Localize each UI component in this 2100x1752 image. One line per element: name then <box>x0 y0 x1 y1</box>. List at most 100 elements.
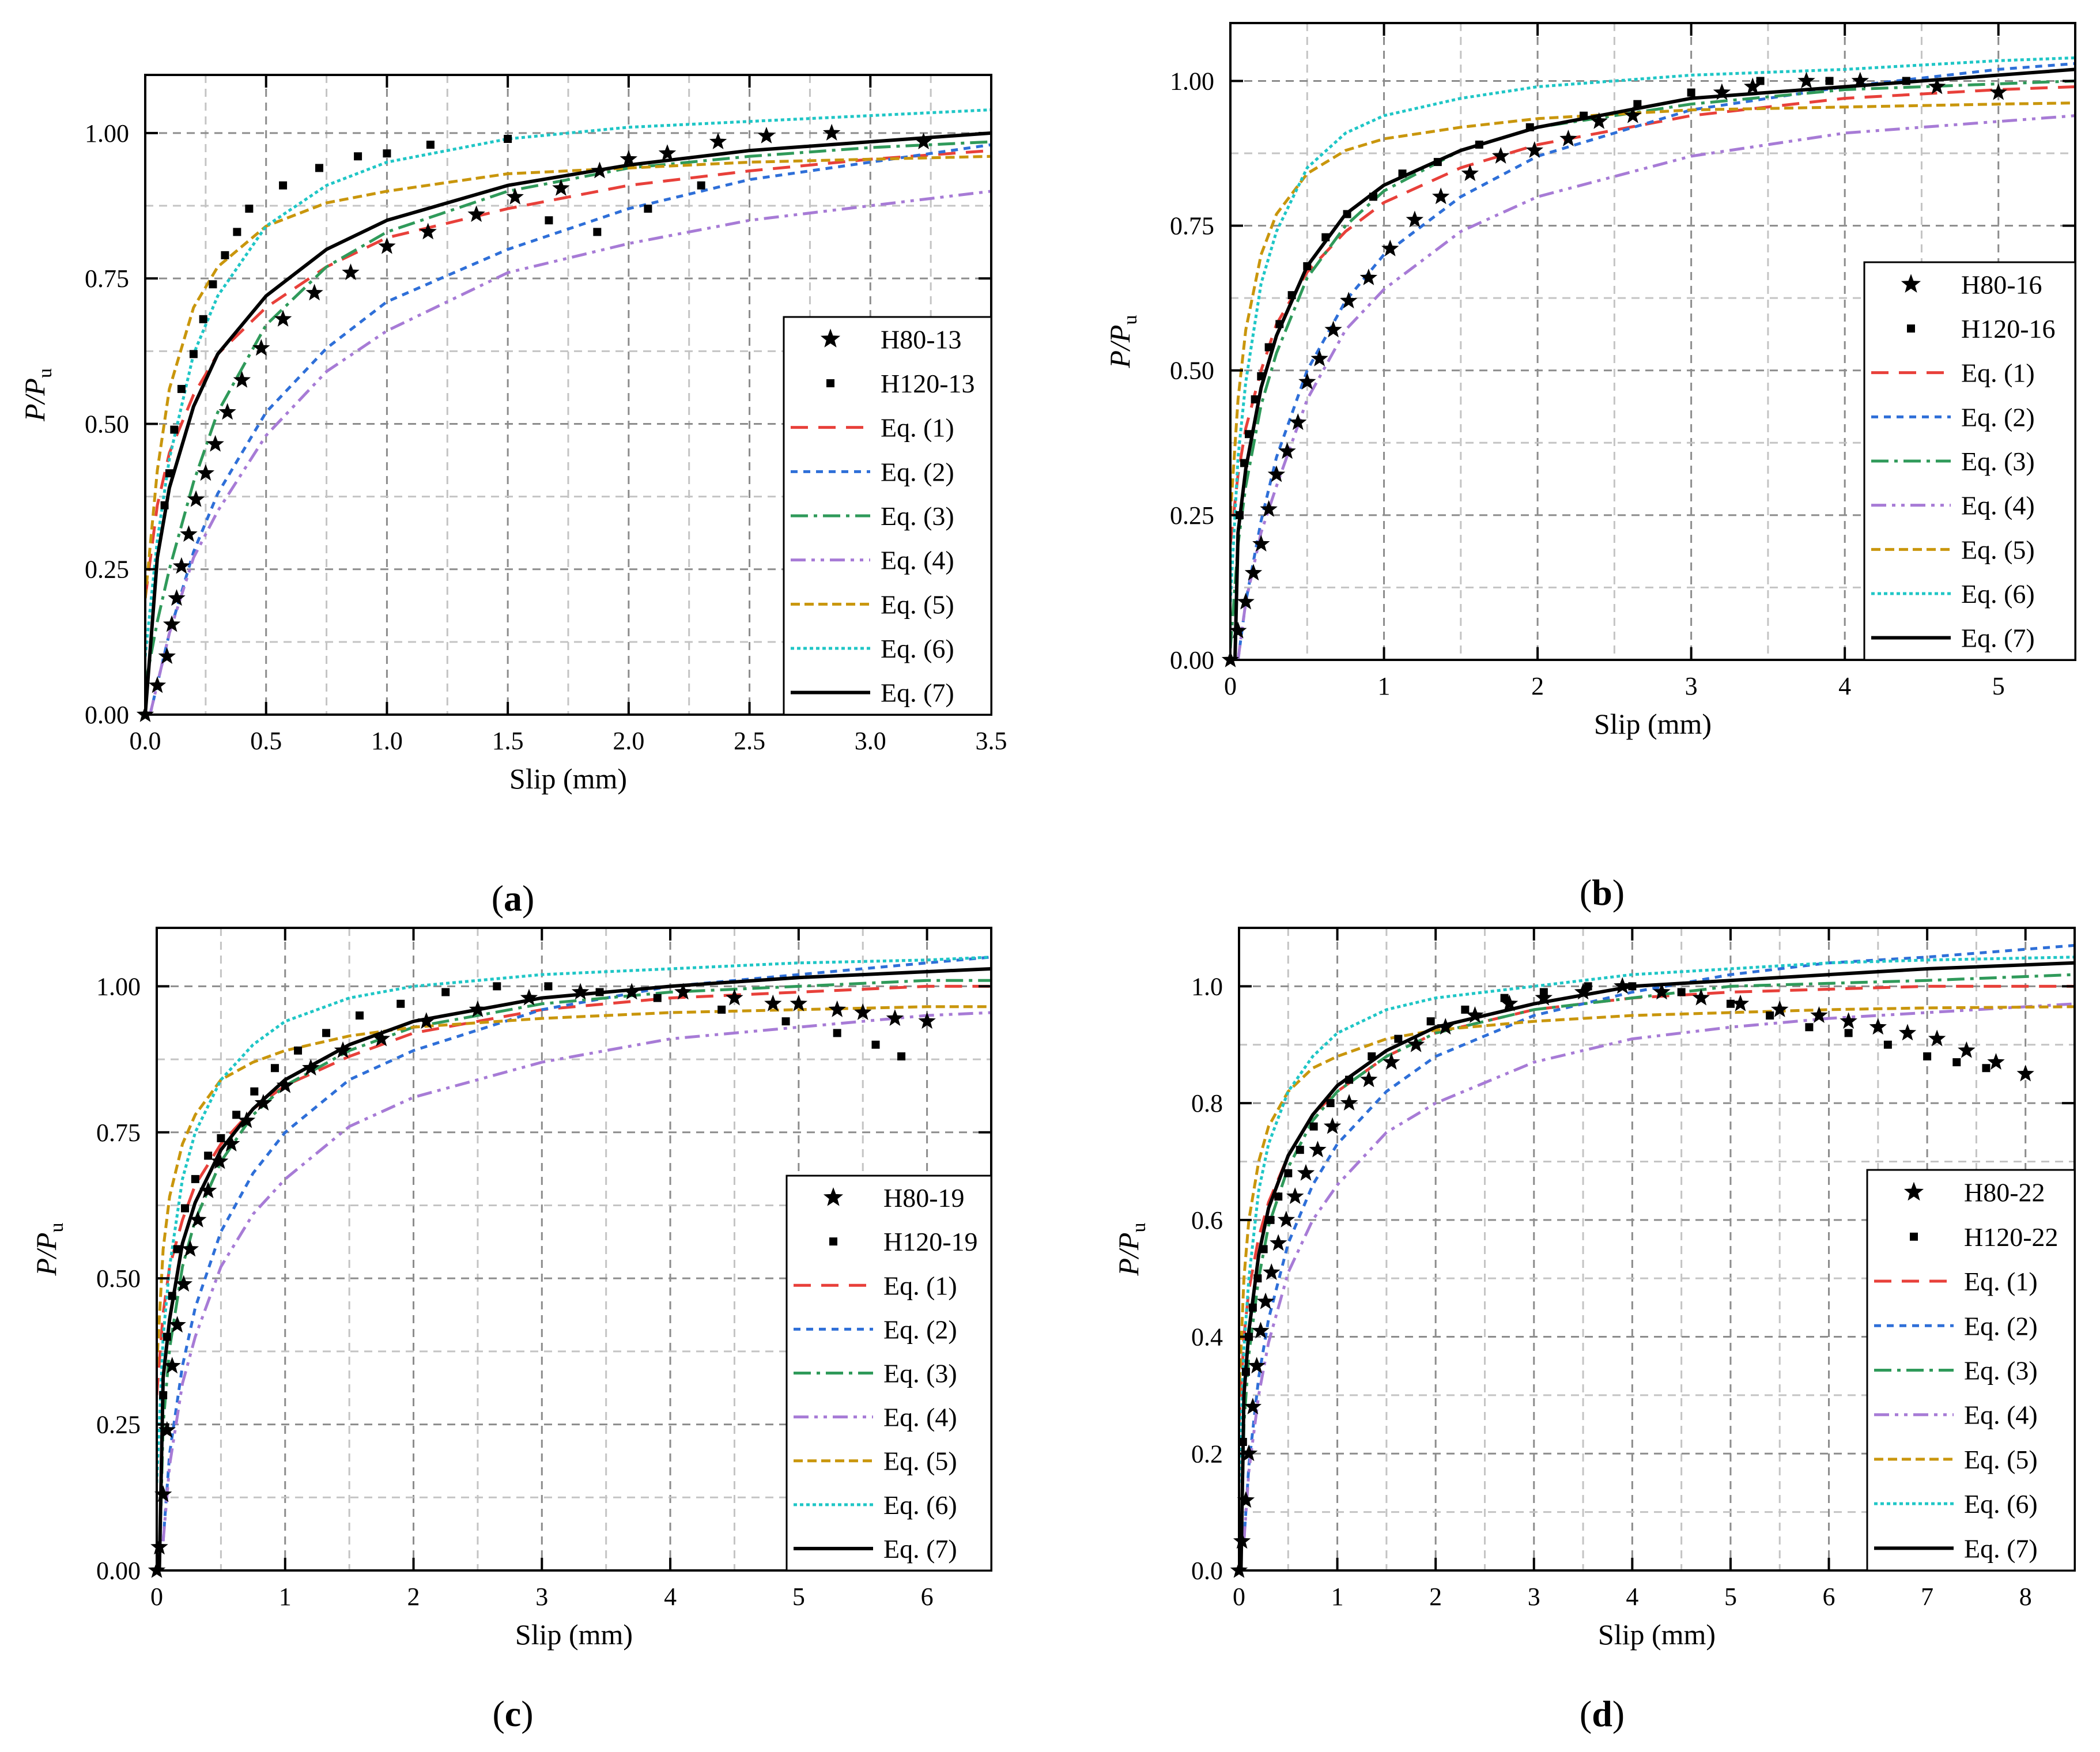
data-point-square <box>1275 320 1284 328</box>
data-point-star <box>1252 1321 1270 1339</box>
data-point-square <box>1475 140 1483 149</box>
data-point-star <box>520 988 538 1006</box>
panel-label-letter: a <box>504 878 522 919</box>
x-tick-label: 4 <box>1838 672 1851 700</box>
data-point-square <box>355 1011 364 1020</box>
data-point-square <box>1321 233 1330 241</box>
data-point-star <box>148 676 167 693</box>
data-point-star <box>1466 1006 1484 1023</box>
legend-label: Eq. (5) <box>1964 1445 2038 1474</box>
panel-label-letter: c <box>505 1693 521 1734</box>
y-tick-label: 0.4 <box>1191 1323 1223 1351</box>
y-axis-title-main: P/P <box>30 1233 62 1277</box>
data-point-star <box>1244 1398 1262 1415</box>
data-point-square <box>1923 1052 1932 1060</box>
legend: H80-13 H120-13 Eq. (1) Eq. (2) Eq. (3) Eq. (4… <box>783 316 992 716</box>
x-tick-label: 4 <box>1626 1583 1638 1611</box>
curve-5 <box>1230 101 2075 516</box>
x-tick-label: 3 <box>1685 672 1698 700</box>
data-point-star <box>1297 1164 1315 1181</box>
data-point-square <box>545 216 553 225</box>
data-point-star <box>1590 112 1608 129</box>
data-point-star <box>419 222 437 240</box>
data-point-square <box>204 1151 213 1160</box>
x-tick-label: 0 <box>1224 672 1237 700</box>
data-point-star <box>1324 320 1342 338</box>
y-axis-title-subscript: u <box>1120 315 1141 325</box>
x-tick-label: 3.5 <box>976 727 1007 755</box>
x-tick-label: 0 <box>150 1583 163 1611</box>
x-tick-label: 2.0 <box>613 727 644 755</box>
data-point-square <box>173 1245 182 1253</box>
data-point-square <box>1525 123 1534 131</box>
data-point-square <box>1241 1368 1250 1376</box>
data-point-star <box>1323 1117 1342 1134</box>
data-point-square <box>1633 100 1642 108</box>
data-point-star <box>163 1357 181 1374</box>
y-tick-label: 0.25 <box>85 556 129 584</box>
data-point-square <box>1687 88 1695 97</box>
panel-label-close: ) <box>522 878 534 919</box>
data-point-star <box>1574 983 1592 1000</box>
data-point-star <box>1928 77 1946 95</box>
legend-label: Eq. (1) <box>1961 358 2035 388</box>
data-point-square <box>1266 1215 1275 1224</box>
legend-label: Eq. (1) <box>883 1271 957 1300</box>
data-point-star <box>1381 239 1399 256</box>
y-tick-label: 0.25 <box>96 1411 141 1439</box>
x-axis-title: Slip (mm) <box>1598 1618 1716 1651</box>
data-point-star <box>158 1421 176 1438</box>
data-point-star <box>1810 1006 1828 1023</box>
data-point-star <box>1229 621 1247 639</box>
x-tick-label: 0.0 <box>130 727 161 755</box>
data-point-star <box>181 1240 199 1257</box>
data-point-star <box>1252 535 1270 552</box>
legend-label: Eq. (2) <box>883 1315 957 1344</box>
data-point-star <box>237 1111 256 1128</box>
data-point-star <box>1771 1000 1789 1017</box>
curve-2 <box>1242 943 2075 1542</box>
data-point-square <box>504 135 512 143</box>
data-point-star <box>1869 1018 1887 1035</box>
legend-label: Eq. (4) <box>1964 1400 2038 1430</box>
y-tick-label: 1.00 <box>96 972 141 1000</box>
panel-label: (a) <box>492 878 535 919</box>
panel-label: (c) <box>492 1693 533 1734</box>
data-point-star <box>378 237 396 254</box>
data-point-star <box>1491 147 1510 164</box>
curve-4 <box>148 190 991 715</box>
data-point-star <box>1928 1029 1946 1047</box>
x-tick-label: 1 <box>1331 1583 1344 1611</box>
data-point-square <box>593 228 602 236</box>
data-point-square <box>1394 1034 1403 1043</box>
data-point-star <box>276 1076 294 1093</box>
legend-label: Eq. (2) <box>1964 1311 2038 1341</box>
y-tick-label: 0.8 <box>1191 1089 1223 1117</box>
data-point-square <box>221 251 229 259</box>
x-axis-title: Slip (mm) <box>509 762 627 795</box>
data-point-star <box>918 1012 936 1029</box>
data-point-star <box>823 123 841 141</box>
data-point-star <box>1340 292 1358 309</box>
data-point-star <box>180 525 198 542</box>
data-point-square <box>1461 1005 1470 1014</box>
data-point-star <box>372 1029 391 1047</box>
y-axis-title-main: P/P <box>18 378 51 422</box>
data-point-square <box>781 1017 790 1026</box>
x-tick-label: 0 <box>1233 1583 1245 1611</box>
legend-label: Eq. (5) <box>881 590 954 619</box>
panel-label-close: ) <box>1612 872 1625 913</box>
data-point-star <box>1432 187 1450 205</box>
legend-symbol-square <box>1910 1232 1918 1241</box>
data-point-star <box>1289 413 1307 431</box>
data-point-square <box>595 988 604 996</box>
y-tick-label: 0.6 <box>1191 1206 1223 1234</box>
data-point-square <box>1500 994 1509 1002</box>
data-point-square <box>1539 988 1548 996</box>
panel-label-open: ( <box>1580 872 1592 913</box>
data-point-star <box>252 339 270 356</box>
chart-panel-b: 0 1 2 3 4 5 0.00 0.25 0.50 0.75 1.00 Slip (mm) P/Pu H… <box>1104 22 2076 913</box>
legend-label: Eq. (7) <box>881 678 954 708</box>
data-point-square <box>1238 1438 1247 1446</box>
